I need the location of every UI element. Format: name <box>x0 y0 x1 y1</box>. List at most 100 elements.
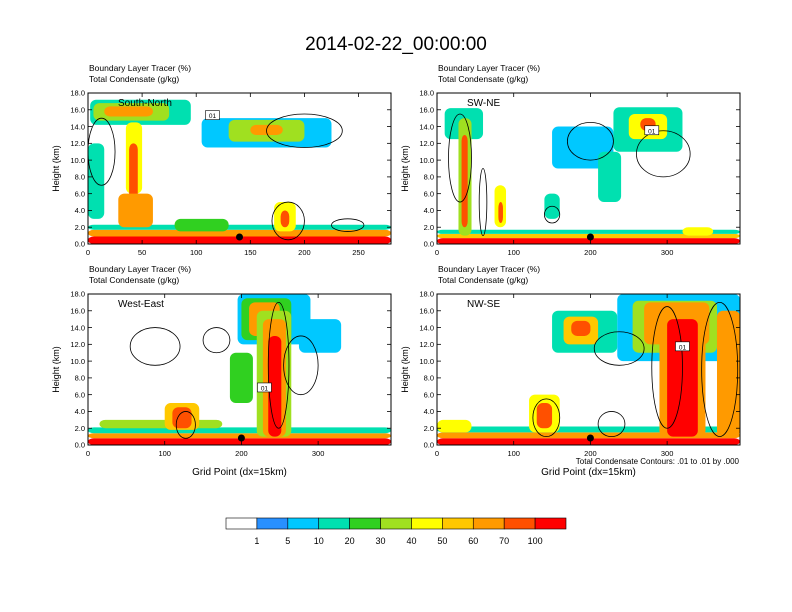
tracer-cell <box>571 320 591 336</box>
tracer-field <box>437 294 740 445</box>
y-tick-label: 16.0 <box>70 306 85 315</box>
y-tick-label: 4.0 <box>75 206 85 215</box>
panel-title-line2: Total Condensate (g/kg) <box>438 74 528 84</box>
contour-label: 01 <box>648 128 656 135</box>
tracer-cell <box>461 134 468 228</box>
contour-label: 01 <box>209 113 217 120</box>
x-axis-label: Grid Point (dx=15km) <box>192 467 287 478</box>
site-marker <box>586 233 594 241</box>
tracer-cell <box>88 224 391 230</box>
tracer-cell <box>129 143 138 211</box>
panel-title-line1: Boundary Layer Tracer (%) <box>89 264 191 274</box>
x-tick-label: 0 <box>435 248 439 257</box>
condensate-contour <box>593 331 645 366</box>
y-axis-label: Height (km) <box>400 145 410 192</box>
colorbar-label: 40 <box>406 536 416 546</box>
contour-label: 01 <box>261 385 269 392</box>
y-tick-label: 4.0 <box>75 407 85 416</box>
y-tick-label: 2.0 <box>424 424 434 433</box>
condensate-contour <box>651 306 683 429</box>
y-tick-label: 6.0 <box>424 390 434 399</box>
y-tick-label: 16.0 <box>419 306 434 315</box>
x-tick-label: 300 <box>661 449 674 458</box>
tracer-cell <box>280 210 290 228</box>
tracer-cell <box>172 407 192 429</box>
x-tick-label: 150 <box>244 248 257 257</box>
colorbar-label: 100 <box>528 536 543 546</box>
y-tick-label: 14.0 <box>419 323 434 332</box>
colorbar-label: 20 <box>345 536 355 546</box>
site-marker <box>236 233 243 241</box>
condensate-contour <box>88 117 116 186</box>
tracer-field <box>88 294 391 445</box>
condensate-contour <box>129 327 181 366</box>
y-tick-label: 18.0 <box>419 89 434 98</box>
y-tick-label: 12.0 <box>70 340 85 349</box>
y-axis-label: Height (km) <box>51 346 61 393</box>
colorbar-label: 1 <box>254 536 259 546</box>
panel-label: NW-SE <box>467 299 500 310</box>
y-tick-label: 12.0 <box>419 139 434 148</box>
panel-title-line2: Total Condensate (g/kg) <box>438 275 528 285</box>
colorbar-box <box>411 517 443 530</box>
condensate-contour <box>448 113 472 203</box>
tracer-cell <box>437 438 740 445</box>
y-tick-label: 14.0 <box>419 122 434 131</box>
colorbar-label: 10 <box>314 536 324 546</box>
y-tick-label: 6.0 <box>424 189 434 198</box>
panels: 01 0 50 100 150 200 250 0.0 2.0 4.0 6.0 8.0 10.0 12.0… <box>51 63 741 478</box>
condensate-contour <box>597 411 626 438</box>
colorbar-box <box>287 517 320 530</box>
y-tick-label: 10.0 <box>70 357 85 366</box>
x-tick-label: 0 <box>435 449 439 458</box>
colorbar-box <box>534 517 567 530</box>
site-marker <box>586 434 594 442</box>
colorbar-label: 30 <box>376 536 386 546</box>
colorbar-box <box>225 517 258 530</box>
colorbar-label: 60 <box>468 536 478 546</box>
colorbar-label: 50 <box>437 536 447 546</box>
condensate-contour <box>567 121 614 161</box>
y-tick-label: 16.0 <box>419 105 434 114</box>
y-tick-label: 8.0 <box>75 374 85 383</box>
panel-label: West-East <box>118 299 164 310</box>
y-tick-label: 12.0 <box>419 340 434 349</box>
y-tick-label: 8.0 <box>424 374 434 383</box>
condensate-contour <box>175 411 196 439</box>
condensate-contour <box>532 398 561 438</box>
x-tick-label: 200 <box>235 449 248 458</box>
colorbar-box <box>380 517 412 530</box>
y-tick-label: 16.0 <box>70 105 85 114</box>
contour-label-box <box>644 125 660 136</box>
colorbar: 1 5 10 20 30 40 50 60 70 100 <box>225 517 567 546</box>
colorbar-box <box>349 517 381 530</box>
contour-label: 01 <box>679 344 687 351</box>
y-tick-label: 0.0 <box>75 441 85 450</box>
tracer-cell <box>88 438 391 445</box>
panel-3: 01 0 100 200 300 0.0 2.0 4.0 6.0 8.0 10.0 12.0 14.0 1… <box>51 264 392 478</box>
y-tick-label: 4.0 <box>424 407 434 416</box>
x-tick-label: 100 <box>507 248 520 257</box>
colorbar-box <box>472 517 505 530</box>
y-tick-label: 18.0 <box>70 89 85 98</box>
y-tick-label: 14.0 <box>70 323 85 332</box>
x-axis-label: Grid Point (dx=15km) <box>541 467 636 478</box>
tracer-cell <box>118 193 153 228</box>
y-tick-label: 8.0 <box>75 173 85 182</box>
condensate-contours <box>129 301 319 439</box>
contour-label-box <box>257 382 272 393</box>
tracer-cell <box>174 218 229 232</box>
x-tick-label: 300 <box>661 248 674 257</box>
plot-frame <box>87 92 392 245</box>
y-tick-label: 2.0 <box>424 223 434 232</box>
tracer-cell <box>104 106 153 117</box>
tracer-cell <box>298 319 342 353</box>
colorbar-box <box>256 517 289 530</box>
panel-4: 01 0 100 200 300 0.0 2.0 4.0 6.0 8.0 10.0 12.0 14.0 1… <box>400 264 741 478</box>
y-axis-label: Height (km) <box>51 145 61 192</box>
panel-title-line1: Boundary Layer Tracer (%) <box>89 63 191 73</box>
tracer-cell <box>229 352 253 404</box>
x-tick-label: 200 <box>298 248 311 257</box>
page-title: 2014-02-22_00:00:00 <box>305 34 487 55</box>
